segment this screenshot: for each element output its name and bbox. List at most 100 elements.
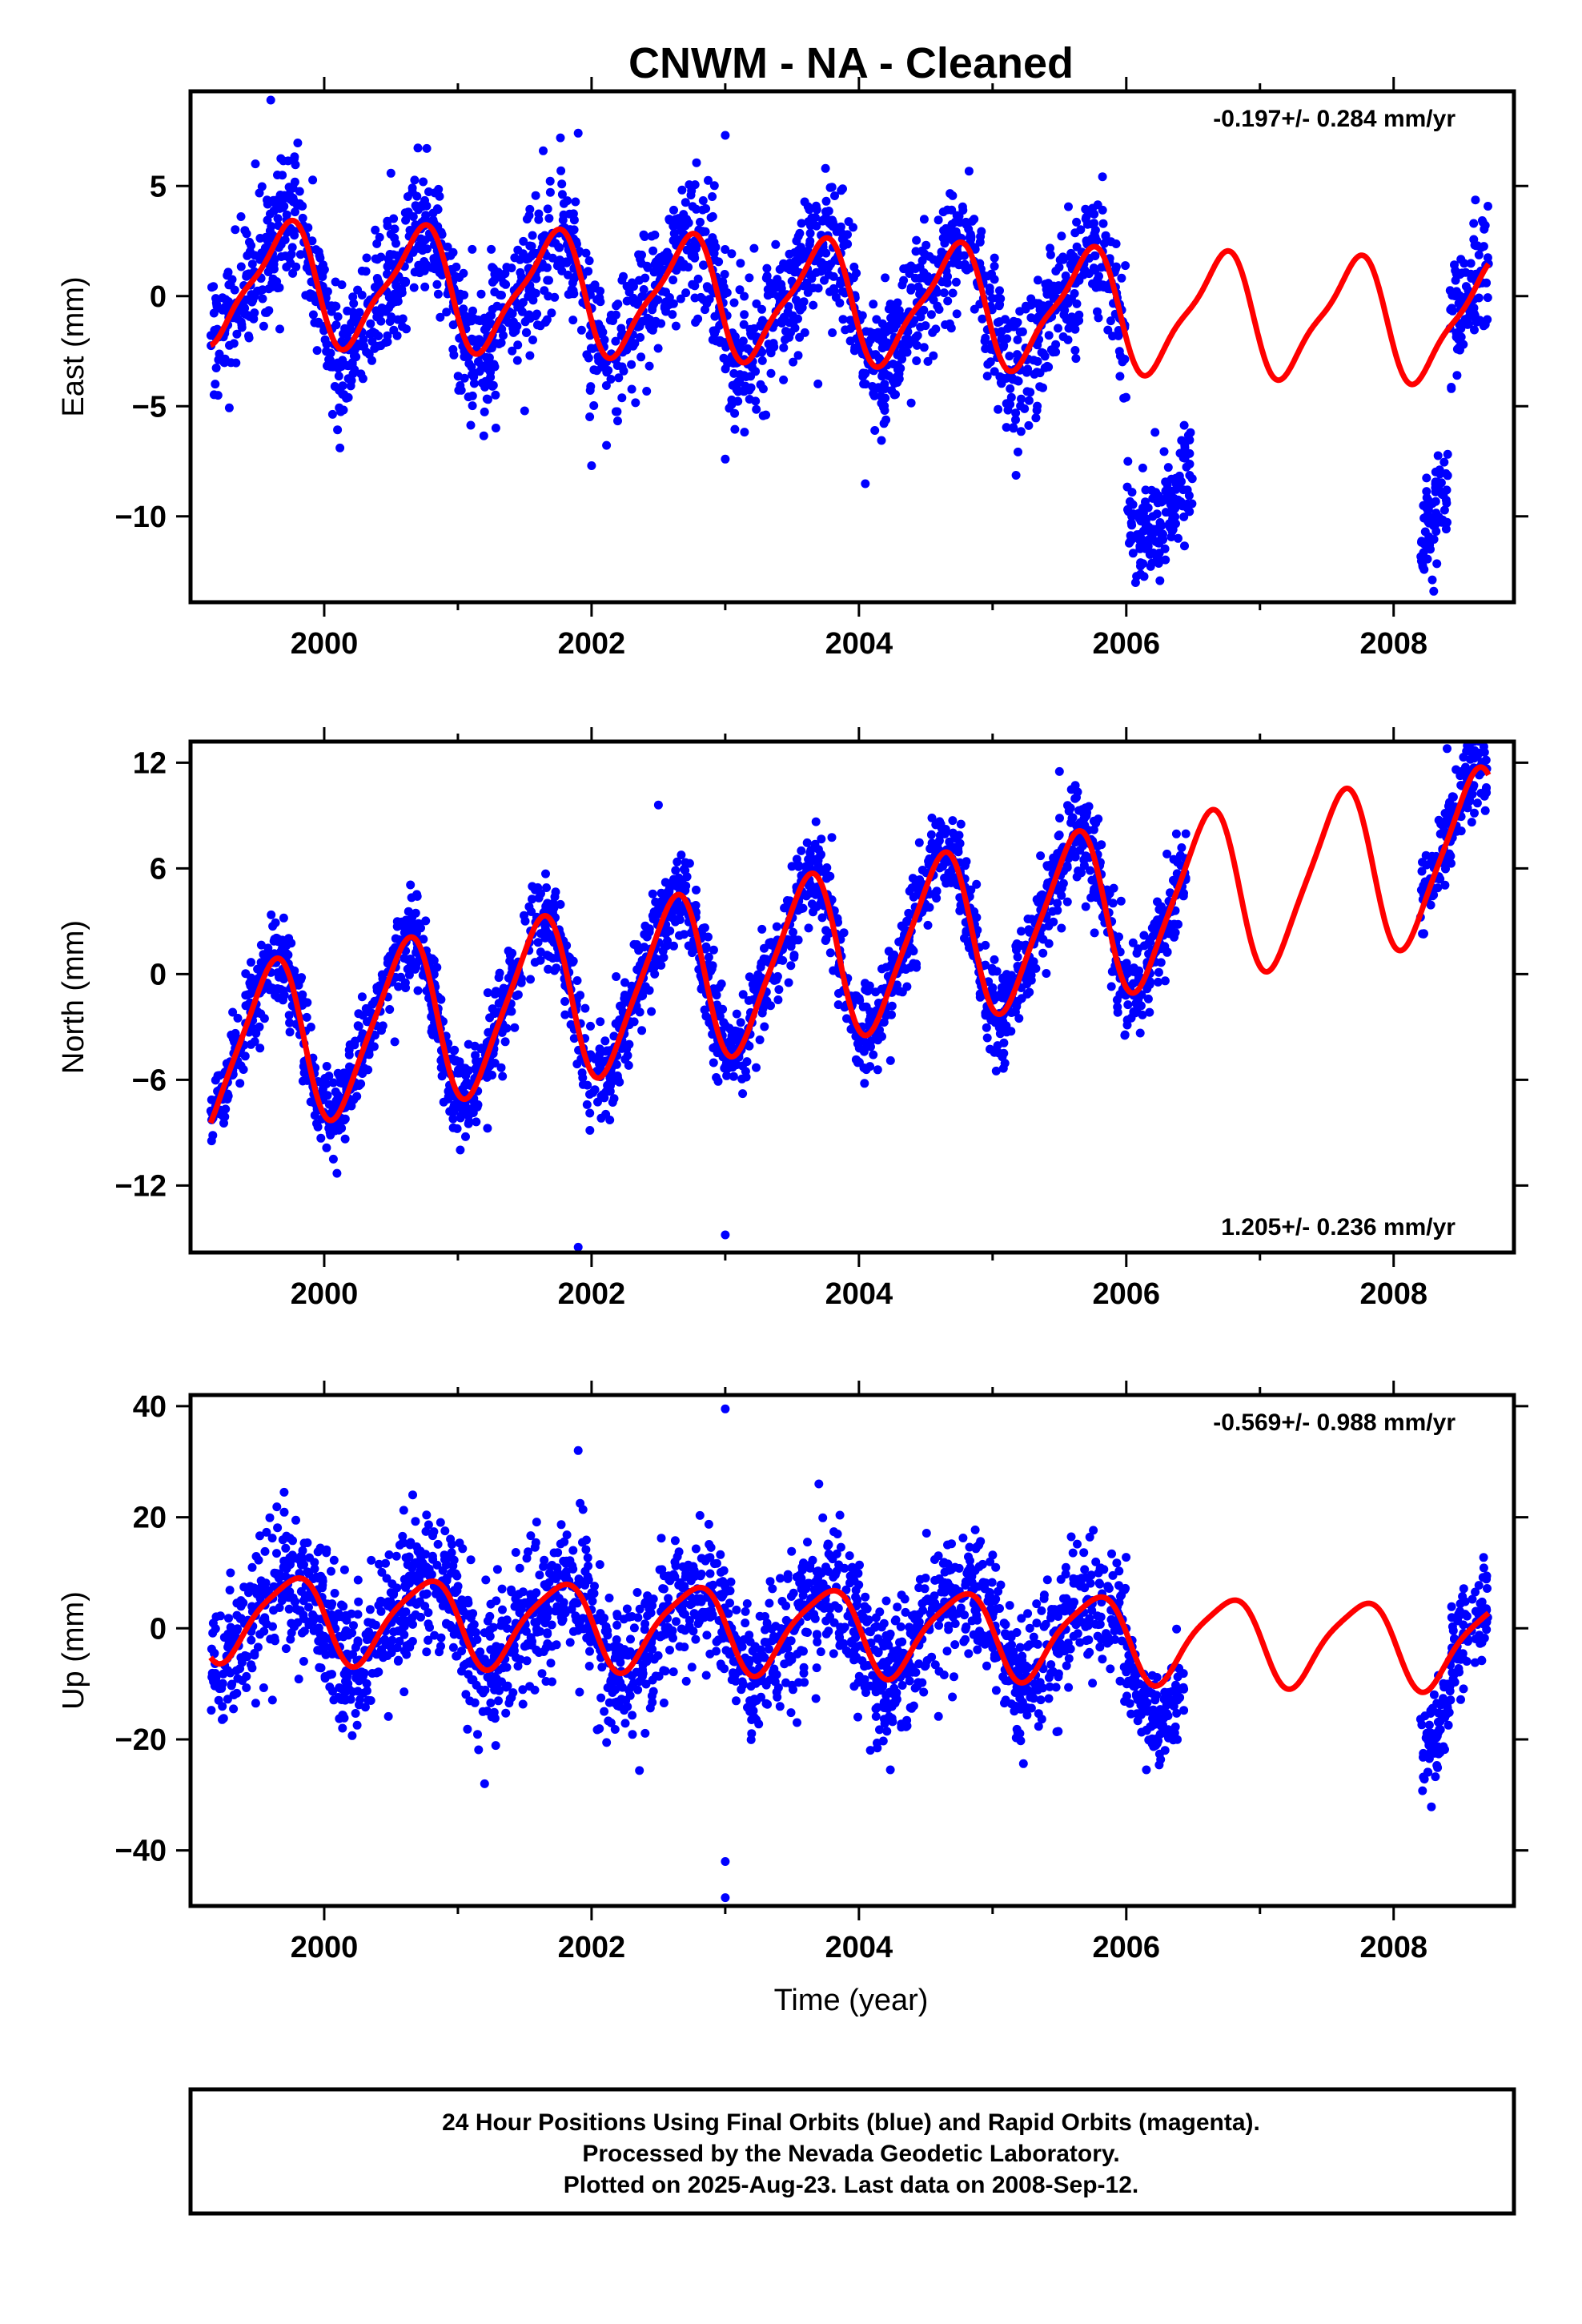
- data-point: [911, 264, 920, 273]
- data-point: [464, 1039, 473, 1049]
- data-point: [1433, 883, 1443, 893]
- data-point: [795, 332, 805, 342]
- data-point: [861, 1002, 871, 1011]
- data-point: [751, 396, 761, 406]
- data-point: [1134, 944, 1143, 954]
- data-point: [793, 351, 803, 360]
- data-point: [933, 839, 942, 849]
- data-point: [320, 335, 330, 344]
- data-point: [275, 191, 285, 199]
- data-point: [1106, 237, 1116, 247]
- data-point: [634, 275, 644, 285]
- data-point: [906, 336, 916, 346]
- data-point: [519, 236, 528, 246]
- data-point: [383, 269, 391, 279]
- data-point: [1020, 404, 1030, 413]
- data-point: [230, 1037, 239, 1047]
- data-point: [1150, 428, 1160, 437]
- x-tick-label: 2002: [558, 1277, 626, 1311]
- data-point: [781, 335, 789, 344]
- data-point: [1455, 320, 1464, 329]
- data-point: [1123, 1000, 1133, 1010]
- data-point: [1474, 731, 1483, 740]
- data-point: [1024, 420, 1034, 430]
- data-point: [935, 817, 945, 826]
- data-point: [286, 259, 295, 268]
- data-point: [1161, 508, 1170, 517]
- data-point: [721, 454, 730, 464]
- data-point: [239, 1065, 248, 1074]
- data-point: [1122, 392, 1130, 402]
- data-point: [612, 972, 621, 981]
- data-point: [655, 266, 665, 275]
- data-point: [255, 188, 264, 198]
- data-point: [696, 292, 705, 302]
- data-point: [1185, 460, 1195, 468]
- data-point: [268, 922, 278, 931]
- data-point: [1081, 902, 1090, 911]
- data-point: [437, 1072, 447, 1081]
- data-point: [1444, 854, 1454, 862]
- data-point: [1017, 394, 1026, 404]
- data-point: [636, 255, 645, 264]
- data-point: [1061, 271, 1070, 280]
- data-point: [682, 215, 691, 224]
- data-point: [1070, 324, 1080, 334]
- data-point: [1172, 869, 1182, 879]
- data-point: [278, 171, 287, 180]
- data-point: [709, 181, 719, 191]
- data-point: [821, 163, 830, 173]
- data-point: [637, 1026, 647, 1035]
- data-point: [314, 247, 323, 256]
- data-point: [656, 319, 666, 328]
- data-point: [420, 282, 430, 292]
- data-point: [444, 1092, 453, 1101]
- data-point: [498, 1072, 508, 1081]
- data-point: [794, 303, 804, 312]
- data-point: [464, 1119, 473, 1128]
- data-point: [231, 1028, 240, 1038]
- data-point: [1023, 364, 1033, 374]
- data-point: [812, 205, 821, 215]
- data-point: [702, 299, 712, 308]
- data-point: [905, 943, 915, 952]
- data-point: [358, 374, 367, 384]
- data-point: [1439, 457, 1449, 467]
- data-point: [923, 920, 933, 930]
- data-point: [859, 380, 869, 388]
- data-point: [789, 935, 798, 944]
- data-point: [729, 298, 739, 308]
- data-point: [1075, 818, 1085, 827]
- data-point: [698, 923, 708, 933]
- data-point: [997, 334, 1006, 344]
- data-point: [1127, 512, 1137, 521]
- data-point: [366, 319, 375, 328]
- data-point: [1443, 517, 1452, 527]
- data-point: [970, 244, 980, 254]
- data-point: [752, 299, 761, 308]
- data-point: [256, 958, 266, 967]
- data-point: [1113, 1007, 1122, 1017]
- data-point: [359, 341, 368, 351]
- data-point: [1467, 274, 1476, 283]
- data-point: [665, 879, 675, 888]
- data-point: [1048, 862, 1058, 872]
- data-point: [925, 251, 934, 261]
- data-point: [1443, 449, 1452, 459]
- data-point: [1115, 352, 1125, 360]
- x-tick-label: 2004: [825, 1277, 893, 1311]
- data-point: [1024, 925, 1034, 935]
- data-point: [647, 1007, 656, 1016]
- data-point: [725, 355, 734, 364]
- data-point: [361, 267, 371, 276]
- data-point: [491, 424, 500, 432]
- data-point: [1160, 942, 1170, 951]
- data-point: [436, 1055, 446, 1065]
- data-point: [727, 249, 737, 259]
- data-point: [218, 1111, 227, 1120]
- x-tick-label: 2008: [1359, 1277, 1427, 1311]
- data-point: [1014, 376, 1023, 386]
- data-point: [592, 295, 602, 304]
- data-point: [708, 192, 717, 201]
- data-point: [833, 1000, 843, 1010]
